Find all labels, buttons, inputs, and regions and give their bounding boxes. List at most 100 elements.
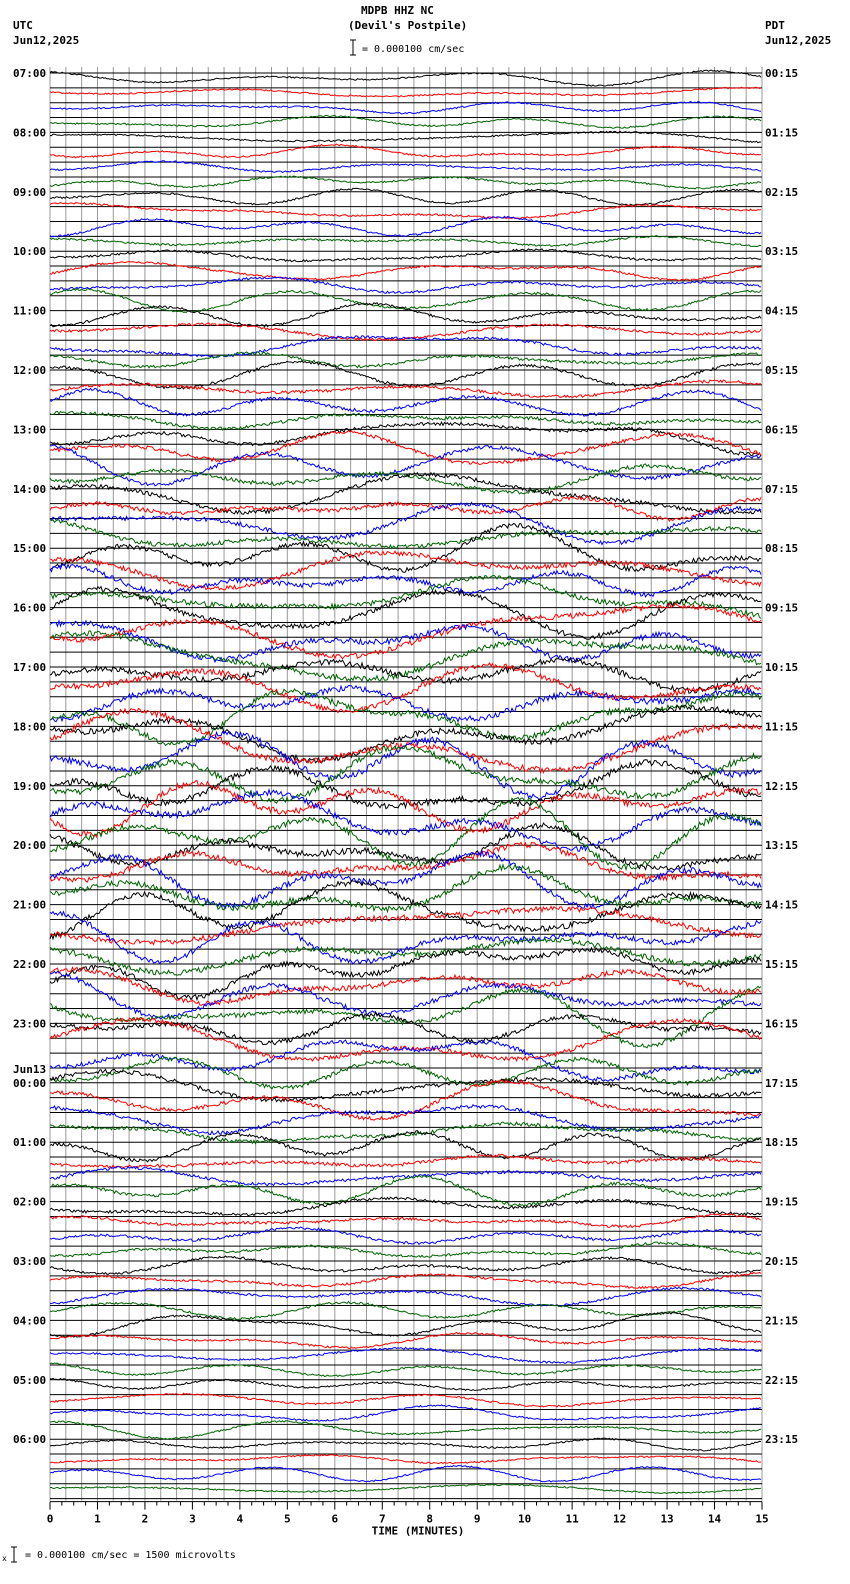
trace-line	[49, 910, 762, 965]
x-tick-label: 1	[94, 1513, 101, 1526]
svg-text:x: x	[2, 1554, 7, 1563]
utc-hour-label: 16:00	[13, 602, 46, 615]
utc-hour-label: 04:00	[13, 1314, 46, 1327]
x-tick-label: 4	[237, 1513, 244, 1526]
trace-line	[49, 936, 762, 976]
trace-line	[49, 430, 762, 465]
trace-line	[49, 86, 762, 98]
trace-line	[49, 796, 762, 872]
utc-hour-label: 10:00	[13, 245, 46, 258]
pdt-hour-label: 20:15	[765, 1255, 798, 1268]
trace-line	[49, 970, 762, 1020]
trace-line	[49, 1377, 762, 1392]
trace-line	[49, 471, 762, 515]
trace-line	[49, 1420, 762, 1440]
x-tick-label: 11	[566, 1513, 580, 1526]
trace-line	[49, 302, 762, 328]
trace-line	[49, 421, 762, 457]
scale-bar-icon	[350, 39, 356, 56]
trace-line	[49, 1437, 762, 1452]
utc-hour-label: 09:00	[13, 186, 46, 199]
utc-hour-label: 13:00	[13, 423, 46, 436]
x-axis-label: TIME (MINUTES)	[372, 1525, 465, 1538]
trace-line	[49, 563, 762, 598]
pdt-hour-label: 11:15	[765, 720, 798, 733]
trace-line	[49, 1346, 762, 1364]
pdt-hour-label: 19:15	[765, 1196, 798, 1209]
trace-line	[49, 1311, 762, 1338]
utc-hour-label: 14:00	[13, 483, 46, 496]
pdt-hour-label: 06:15	[765, 423, 798, 436]
scale-label: = 0.000100 cm/sec	[362, 44, 465, 55]
utc-hour-label: 06:00	[13, 1433, 46, 1446]
footer-scale-label: = 0.000100 cm/sec = 1500 microvolts	[25, 1550, 236, 1561]
trace-line	[49, 905, 762, 946]
pdt-hour-label: 21:15	[765, 1314, 798, 1327]
trace-line	[49, 1196, 762, 1217]
utc-hour-label: 01:00	[13, 1136, 46, 1149]
x-tick-label: 7	[379, 1513, 386, 1526]
trace-line	[49, 730, 762, 801]
pdt-hour-label: 04:15	[765, 305, 798, 318]
x-axis: 07:00 08:00 09:00 10:00 11:00 12:00 13:00 14:00…	[13, 67, 798, 1538]
trace-line	[49, 1331, 762, 1350]
trace-line	[49, 1362, 762, 1378]
trace-line	[49, 704, 762, 764]
trace-line	[49, 1300, 762, 1321]
pdt-hour-label: 02:15	[765, 186, 798, 199]
utc-hour-label: 22:00	[13, 958, 46, 971]
utc-hour-label: 12:00	[13, 364, 46, 377]
utc-hour-label: 17:00	[13, 661, 46, 674]
trace-line	[49, 248, 762, 263]
trace-line	[49, 574, 762, 619]
trace-line	[49, 602, 762, 660]
trace-line	[49, 1104, 762, 1136]
utc-hour-label: 15:00	[13, 542, 46, 555]
x-tick-label: 15	[755, 1513, 768, 1526]
utc-hour-label: 19:00	[13, 780, 46, 793]
trace-line	[49, 360, 762, 390]
trace-line	[49, 518, 762, 550]
pdt-hour-label: 15:15	[765, 958, 798, 971]
trace-line	[49, 1213, 762, 1229]
trace-line	[49, 287, 762, 313]
trace-line	[49, 202, 762, 220]
utc-hour-label: 03:00	[13, 1255, 46, 1268]
x-tick-label: 3	[189, 1513, 196, 1526]
trace-line	[49, 1255, 762, 1275]
x-tick-label: 10	[518, 1513, 531, 1526]
trace-line	[49, 1056, 761, 1090]
trace-line	[49, 1010, 762, 1046]
grid	[49, 67, 763, 1501]
trace-line	[49, 1017, 762, 1062]
x-tick-label: 13	[660, 1513, 673, 1526]
left-date: Jun12,2025	[13, 34, 80, 47]
trace-line	[49, 410, 762, 431]
right-date: Jun12,2025	[765, 34, 832, 47]
utc-hour-label: 21:00	[13, 899, 46, 912]
utc-hour-label: 18:00	[13, 720, 46, 733]
trace-line	[49, 1392, 762, 1408]
trace-line	[49, 880, 762, 941]
trace-line	[49, 1153, 762, 1170]
trace-line	[49, 1286, 762, 1307]
trace-line	[49, 1465, 762, 1483]
trace-line	[49, 662, 762, 714]
utc-hour-label: 05:00	[13, 1374, 46, 1387]
pdt-hour-label: 00:15	[765, 67, 798, 80]
pdt-hour-label: 22:15	[765, 1374, 798, 1387]
station-title: MDPB HHZ NC	[361, 4, 434, 17]
x-tick-label: 2	[142, 1513, 149, 1526]
trace-line	[49, 175, 762, 190]
trace-line	[49, 821, 762, 871]
footer-scale-icon: x	[2, 1546, 17, 1563]
trace-line	[49, 787, 762, 852]
trace-line	[49, 1130, 762, 1163]
date-change-label: Jun13	[13, 1063, 46, 1076]
x-tick-label: 6	[331, 1513, 338, 1526]
trace-line	[49, 687, 762, 747]
trace-line	[49, 1165, 762, 1187]
trace-line	[49, 334, 762, 358]
trace-line	[49, 379, 762, 399]
